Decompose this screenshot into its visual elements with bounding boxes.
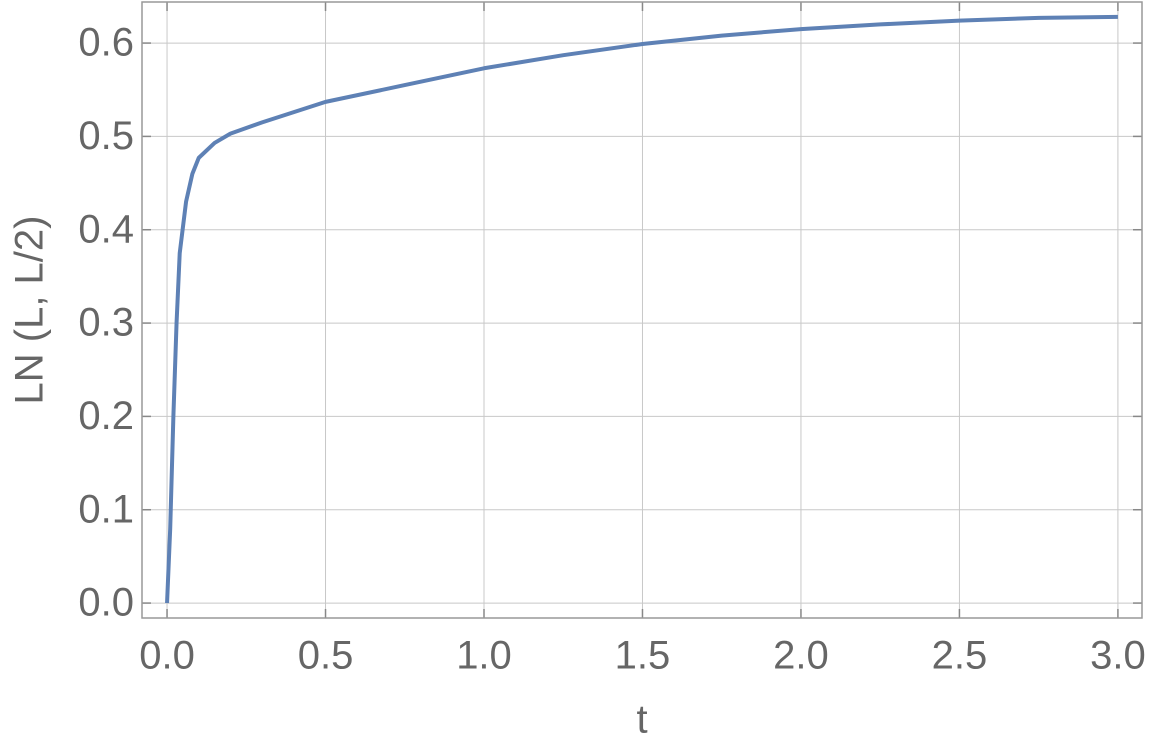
x-tick-label: 3.0 [1090,634,1146,678]
y-tick-label: 0.3 [78,301,134,345]
x-axis-label: t [636,698,647,742]
y-tick-label: 0.0 [78,581,134,625]
x-tick-label: 2.0 [773,634,829,678]
y-tick-label: 0.2 [78,394,134,438]
y-tick-label: 0.6 [78,21,134,65]
x-tick-label: 0.0 [139,634,195,678]
line [165,14,1118,604]
plot-frame [141,1,1143,619]
y-tick-label: 0.4 [78,207,134,251]
x-tick-label: 1.5 [615,634,671,678]
y-tick-label: 0.1 [78,487,134,531]
y-axis-label: LN (L, L/2) [8,216,52,405]
x-tick-label: 1.0 [456,634,512,678]
x-tick-label: 0.5 [298,634,354,678]
y-tick-label: 0.5 [78,114,134,158]
x-tick-label: 2.5 [932,634,988,678]
